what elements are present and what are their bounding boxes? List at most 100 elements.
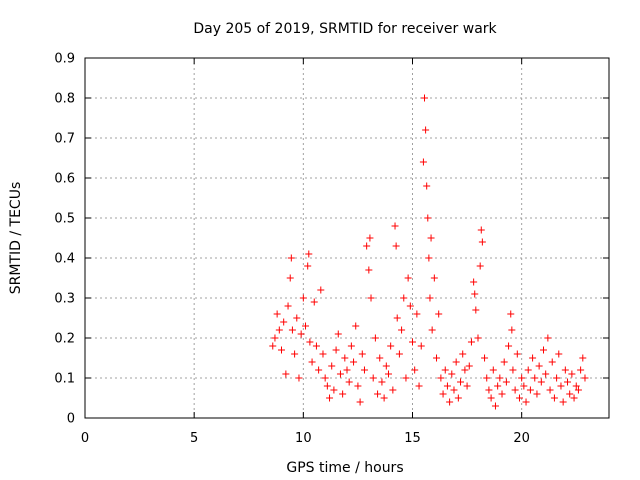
data-point (308, 358, 316, 366)
data-point (509, 366, 517, 374)
data-point (402, 374, 410, 382)
data-point (354, 382, 362, 390)
data-point (474, 334, 482, 342)
data-point (310, 298, 318, 306)
data-point (371, 334, 379, 342)
data-point (529, 354, 537, 362)
data-point (332, 346, 340, 354)
data-point (304, 262, 312, 270)
data-point (566, 390, 574, 398)
data-point (498, 390, 506, 398)
data-point (275, 326, 283, 334)
data-point (328, 362, 336, 370)
data-point (422, 126, 430, 134)
data-point (426, 294, 434, 302)
data-point (489, 366, 497, 374)
x-tick-label: 20 (513, 431, 530, 446)
data-point (404, 274, 412, 282)
y-tick-label: 0.3 (54, 292, 75, 307)
axis-ticks (84, 57, 609, 419)
data-point (564, 378, 572, 386)
data-point (457, 378, 465, 386)
data-point (515, 394, 523, 402)
data-point (411, 366, 419, 374)
x-axis-label: GPS time / hours (286, 460, 403, 476)
data-point (378, 378, 386, 386)
data-point (559, 398, 567, 406)
data-point (524, 366, 532, 374)
data-point (477, 226, 485, 234)
data-point (472, 306, 480, 314)
data-point (417, 342, 425, 350)
data-point (312, 342, 320, 350)
data-point (450, 386, 458, 394)
data-point (581, 374, 589, 382)
data-point (487, 394, 495, 402)
data-point (269, 342, 277, 350)
data-point (280, 318, 288, 326)
data-point (415, 382, 423, 390)
y-tick-label: 0.6 (54, 172, 75, 187)
data-point (398, 326, 406, 334)
data-point (485, 386, 493, 394)
data-point (535, 362, 543, 370)
y-tick-label: 0.4 (54, 252, 75, 267)
data-point (483, 374, 491, 382)
data-point (341, 354, 349, 362)
y-tick-label: 0.5 (54, 212, 75, 227)
data-point (391, 222, 399, 230)
data-point (323, 382, 331, 390)
data-point (392, 242, 400, 250)
x-tick-label: 10 (295, 431, 312, 446)
data-point (345, 378, 353, 386)
data-point (293, 314, 301, 322)
data-point (427, 234, 435, 242)
data-point (500, 358, 508, 366)
data-point (491, 402, 499, 410)
data-point (352, 322, 360, 330)
data-point (389, 386, 397, 394)
data-point (367, 294, 375, 302)
data-point (409, 338, 416, 346)
data-point (317, 286, 325, 294)
data-point (343, 366, 351, 374)
data-point (278, 346, 285, 354)
data-point (478, 238, 486, 246)
data-point (568, 370, 576, 378)
data-point (291, 350, 299, 358)
data-point (443, 382, 451, 390)
data-point (282, 370, 290, 378)
data-point (537, 378, 545, 386)
data-point (347, 342, 355, 350)
data-point (454, 394, 462, 402)
tick-labels: 0 0.1 0.2 0.3 0.4 0.5 0.6 0.7 0.8 0.9 0 5 10 15 20 (54, 52, 530, 447)
data-point (572, 382, 580, 390)
data-point (395, 350, 403, 358)
data-point (284, 302, 292, 310)
y-tick-label: 0.9 (54, 52, 75, 67)
y-tick-label: 0.2 (54, 332, 75, 347)
data-point (366, 234, 374, 242)
data-point (461, 366, 469, 374)
data-point (419, 158, 427, 166)
data-point (376, 354, 384, 362)
data-point (494, 382, 502, 390)
data-point (393, 314, 401, 322)
data-point (540, 346, 547, 354)
data-point (321, 374, 329, 382)
data-point (574, 386, 582, 394)
data-point (326, 394, 334, 402)
data-point (441, 366, 449, 374)
y-tick-label: 0.1 (54, 372, 75, 387)
data-point (511, 386, 519, 394)
y-tick-label: 0 (67, 412, 75, 427)
data-point (330, 386, 338, 394)
data-point (452, 358, 460, 366)
data-point (297, 330, 305, 338)
data-point (518, 374, 526, 382)
data-point (579, 354, 587, 362)
data-point (459, 350, 467, 358)
y-tick-label: 0.7 (54, 132, 75, 147)
data-point (334, 330, 342, 338)
data-point (439, 390, 447, 398)
